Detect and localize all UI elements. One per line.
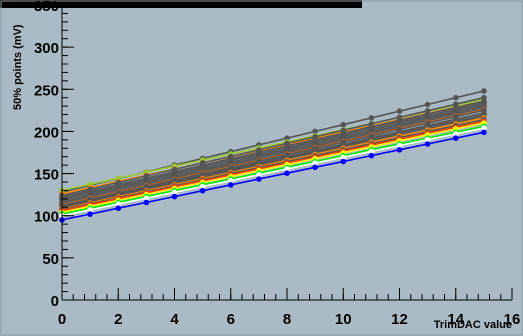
data-point bbox=[396, 108, 403, 114]
data-point bbox=[199, 187, 206, 194]
y-tick-label: 200 bbox=[34, 124, 59, 141]
x-tick-label: 16 bbox=[504, 311, 521, 328]
x-tick-label: 2 bbox=[114, 311, 122, 328]
series-line bbox=[61, 131, 485, 221]
x-tick-label: 14 bbox=[447, 311, 464, 328]
data-point bbox=[171, 189, 178, 196]
series-line bbox=[61, 125, 485, 215]
series-line bbox=[61, 107, 485, 205]
data-point bbox=[481, 129, 487, 136]
x-tick-label: 8 bbox=[283, 311, 291, 328]
data-point bbox=[481, 88, 487, 94]
data-point bbox=[368, 148, 375, 155]
data-point bbox=[284, 166, 290, 172]
data-point bbox=[340, 154, 347, 161]
series-line bbox=[61, 100, 485, 198]
data-point bbox=[424, 136, 431, 143]
y-tick-label: 100 bbox=[34, 209, 59, 226]
data-point bbox=[453, 131, 459, 137]
data-point bbox=[424, 101, 431, 108]
data-point bbox=[115, 201, 122, 207]
title-banner bbox=[0, 0, 362, 8]
series-line bbox=[61, 109, 485, 207]
series-line bbox=[61, 96, 485, 197]
y-tick-label: 350 bbox=[34, 0, 59, 15]
y-tick-label: 150 bbox=[34, 167, 59, 184]
series-line bbox=[61, 117, 485, 210]
series-line bbox=[61, 105, 485, 203]
y-axis-label: 50% points (mV) bbox=[12, 24, 24, 110]
data-point bbox=[312, 164, 318, 171]
data-point bbox=[312, 160, 318, 166]
data-point bbox=[453, 94, 459, 101]
series-line bbox=[61, 127, 485, 217]
y-tick-label: 50 bbox=[42, 251, 59, 268]
data-point bbox=[312, 128, 318, 135]
x-tick-label: 12 bbox=[391, 311, 408, 328]
series-line bbox=[61, 120, 485, 212]
y-tick-label: 250 bbox=[34, 82, 59, 99]
data-point bbox=[199, 183, 206, 190]
y-tick-label: 300 bbox=[34, 40, 59, 57]
data-point bbox=[284, 170, 290, 176]
data-point bbox=[228, 182, 234, 188]
series-line bbox=[61, 115, 485, 209]
y-tick-label: 0 bbox=[51, 293, 59, 310]
data-point bbox=[396, 142, 403, 149]
data-point bbox=[340, 158, 347, 165]
series-line bbox=[61, 113, 485, 209]
x-tick-label: 10 bbox=[335, 311, 352, 328]
series-19 bbox=[59, 125, 487, 219]
data-point bbox=[340, 121, 347, 128]
data-point bbox=[256, 176, 262, 182]
data-point bbox=[368, 115, 375, 121]
series-20 bbox=[59, 129, 487, 223]
x-axis-label: TrimDAC value bbox=[434, 319, 512, 331]
series-line bbox=[61, 122, 485, 214]
data-point bbox=[143, 195, 150, 201]
data-point bbox=[396, 147, 403, 153]
series-line bbox=[61, 112, 485, 208]
series-line bbox=[61, 103, 485, 202]
x-tick-label: 4 bbox=[170, 311, 179, 328]
data-point bbox=[87, 211, 93, 217]
ticks-layer: 0 2 4 6 8 10 12 14 16 0 50 100 150 200 250 300 350 bbox=[34, 0, 520, 328]
series-layer bbox=[59, 88, 487, 223]
data-point bbox=[87, 207, 93, 213]
data-point bbox=[256, 172, 262, 178]
data-point bbox=[115, 205, 122, 211]
series-line bbox=[61, 102, 485, 200]
data-point bbox=[171, 193, 178, 200]
data-point bbox=[453, 135, 459, 141]
series-line bbox=[61, 108, 485, 206]
data-point bbox=[481, 125, 487, 131]
x-tick-label: 0 bbox=[58, 311, 66, 328]
data-point bbox=[228, 177, 234, 184]
data-point bbox=[368, 152, 375, 159]
x-tick-label: 6 bbox=[227, 311, 235, 328]
data-point bbox=[424, 141, 431, 147]
series-line bbox=[61, 118, 485, 211]
data-point bbox=[143, 199, 150, 206]
